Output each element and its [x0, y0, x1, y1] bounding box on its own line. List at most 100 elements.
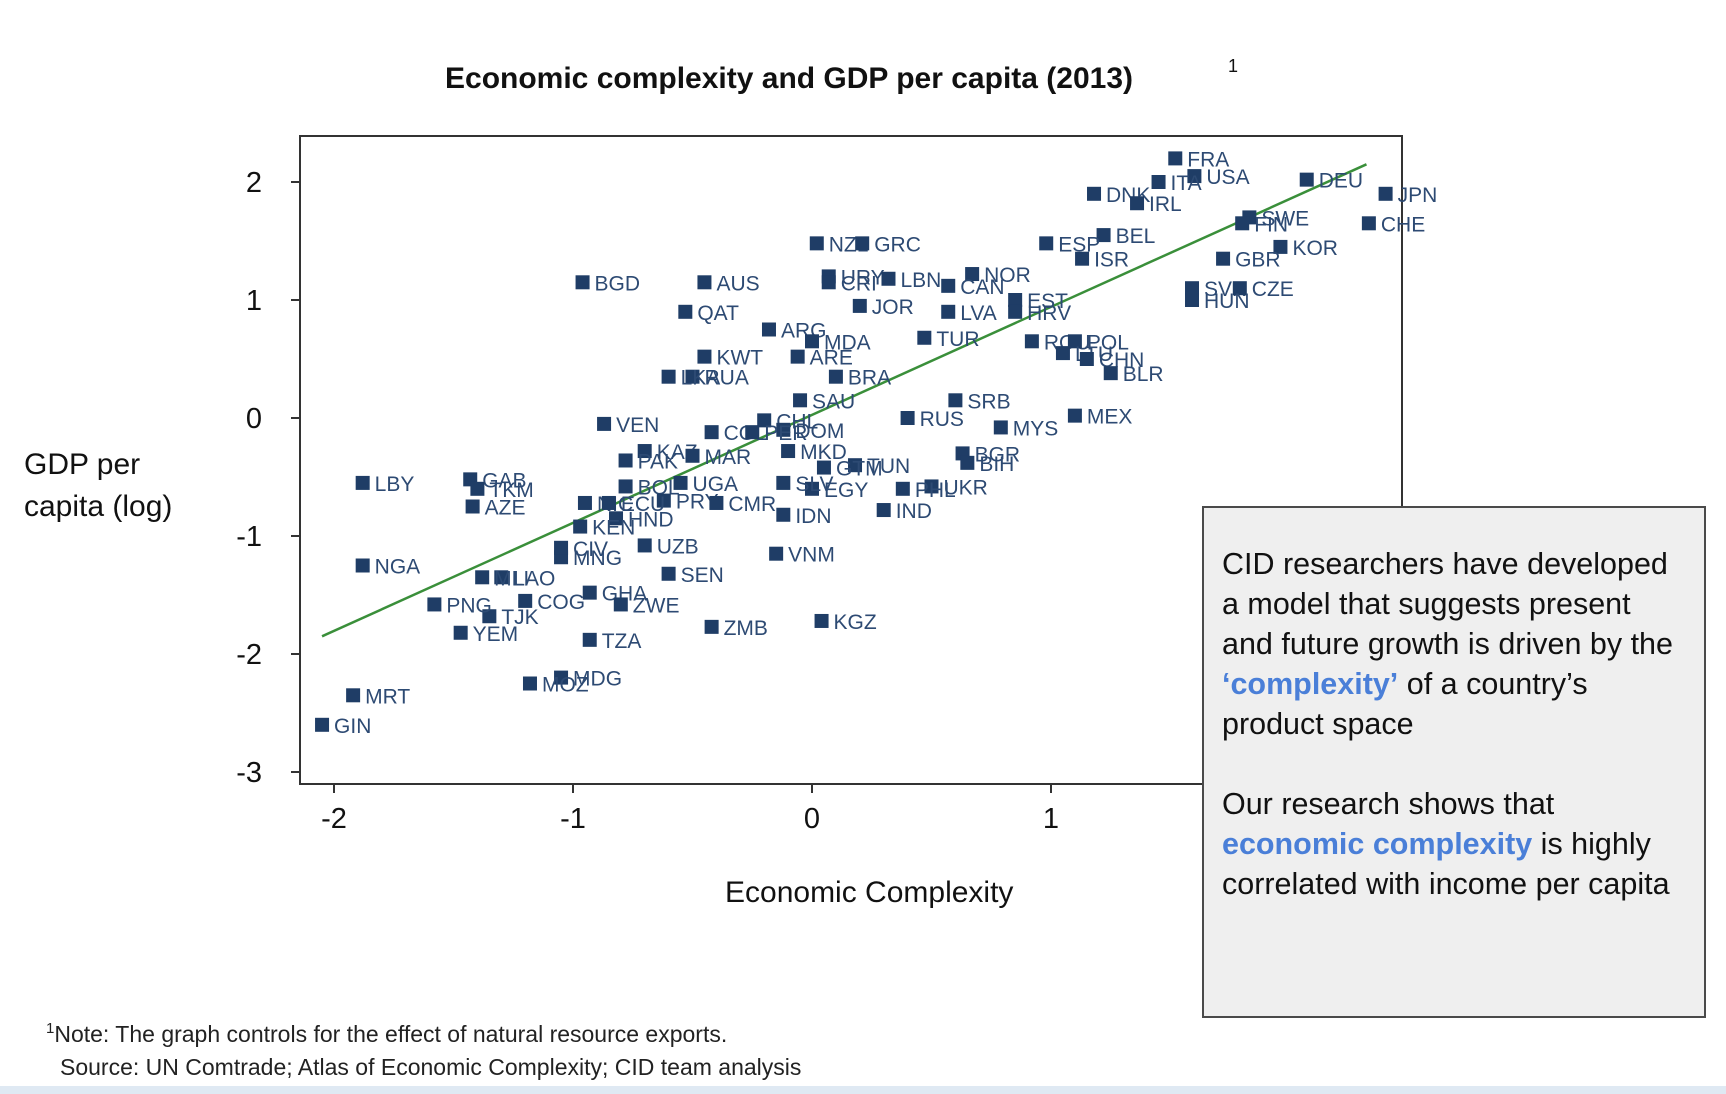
- data-point-isr: ISR: [1075, 249, 1129, 272]
- point-label: EST: [1027, 290, 1068, 313]
- point-label: VEN: [616, 414, 659, 437]
- point-label: GBR: [1235, 249, 1281, 272]
- data-point-hun: HUN: [1185, 290, 1250, 313]
- point-marker: [575, 275, 590, 290]
- footnote-marker: 1: [46, 1020, 55, 1037]
- data-point-can: CAN: [941, 276, 1005, 299]
- data-point-grc: GRC: [855, 233, 921, 256]
- point-marker: [917, 330, 932, 345]
- callout-text: is highly correlated with income per cap…: [1222, 827, 1670, 901]
- point-label: JPN: [1398, 184, 1438, 207]
- data-point-egy: EGY: [805, 479, 868, 502]
- point-label: KOR: [1292, 237, 1338, 260]
- point-marker: [1055, 346, 1070, 361]
- data-point-per: PER: [745, 422, 807, 445]
- data-point-dom: DOM: [776, 420, 844, 443]
- point-marker: [900, 411, 915, 425]
- point-marker: [1185, 293, 1200, 307]
- point-label: TJK: [501, 606, 538, 629]
- data-point-mex: MEX: [1067, 406, 1132, 429]
- data-point-pak: PAK: [618, 450, 678, 473]
- point-label: ESP: [1058, 233, 1100, 256]
- point-marker: [855, 236, 870, 251]
- point-label: LBN: [900, 269, 941, 292]
- point-label: ITA: [1171, 172, 1202, 195]
- data-point-est: EST: [1008, 290, 1068, 313]
- point-marker: [637, 444, 652, 459]
- point-label: MLI: [494, 567, 529, 590]
- y-tick-label: -3: [236, 757, 262, 789]
- point-marker: [941, 304, 956, 319]
- x-tick-label: 0: [804, 803, 820, 835]
- point-marker: [809, 236, 824, 251]
- data-point-png: PNG: [427, 594, 492, 617]
- point-label: USA: [1206, 166, 1249, 189]
- point-marker: [761, 322, 776, 337]
- point-marker: [1103, 366, 1118, 381]
- data-point-ven: VEN: [597, 414, 659, 437]
- point-marker: [776, 422, 791, 437]
- point-label: BEL: [1116, 225, 1156, 248]
- data-point-kwt: KWT: [697, 347, 763, 370]
- data-points: FRAUSAITADNKIRLDEUJPNCHESWEFINKORGBRBELE…: [315, 148, 1438, 738]
- point-marker: [821, 275, 836, 290]
- point-label: MDG: [573, 668, 622, 691]
- y-tick-label: -1: [236, 521, 262, 553]
- data-point-mli: MLI: [475, 567, 529, 590]
- point-label: UKR: [944, 476, 988, 499]
- data-point-ita: ITA: [1151, 172, 1202, 195]
- point-label: ZWE: [633, 594, 680, 617]
- trend-line-group: [321, 163, 1367, 638]
- data-point-uga: UGA: [673, 473, 738, 496]
- data-point-zwe: ZWE: [613, 594, 680, 617]
- point-marker: [346, 688, 361, 703]
- point-marker: [1067, 334, 1082, 349]
- y-axis-label-line-1: GDP per: [24, 448, 140, 481]
- point-marker: [577, 495, 592, 510]
- data-point-qat: QAT: [678, 302, 739, 325]
- point-label: MDA: [824, 331, 871, 354]
- point-label: LKA: [681, 367, 721, 390]
- point-label: CMR: [728, 493, 776, 516]
- data-point-blr: BLR: [1103, 363, 1164, 386]
- point-label: SWE: [1261, 207, 1309, 230]
- x-tick-label: 1: [1043, 803, 1059, 835]
- point-marker: [475, 570, 490, 585]
- point-label: MOZ: [542, 674, 589, 697]
- point-label: VNM: [788, 544, 835, 567]
- point-marker: [661, 369, 676, 384]
- point-marker: [465, 499, 480, 514]
- point-marker: [697, 275, 712, 290]
- point-marker: [315, 717, 330, 732]
- data-point-bel: BEL: [1096, 225, 1156, 248]
- data-point-moz: MOZ: [522, 674, 589, 697]
- point-label: PAK: [638, 450, 678, 473]
- data-point-lao: LAO: [494, 567, 555, 590]
- point-marker: [757, 413, 772, 428]
- data-point-zmb: ZMB: [704, 617, 768, 640]
- data-point-civ: CIV: [554, 538, 608, 561]
- point-marker: [618, 453, 633, 468]
- point-marker: [554, 670, 569, 685]
- point-marker: [1168, 151, 1183, 166]
- y-axis: 2 1 0 -1 -2 -3: [236, 167, 300, 789]
- point-marker: [494, 570, 509, 585]
- data-point-srb: SRB: [948, 390, 1011, 413]
- point-label: ARG: [781, 320, 827, 343]
- callout-paragraph-2: Our research shows that economic complex…: [1222, 784, 1682, 904]
- y-tick-label: 2: [246, 167, 262, 199]
- point-label: AZE: [485, 497, 526, 520]
- point-marker: [793, 393, 808, 408]
- point-marker: [1039, 236, 1054, 251]
- callout-box: CID researchers have developed a model t…: [1202, 506, 1706, 1018]
- point-label: FIN: [1254, 213, 1288, 236]
- point-marker: [613, 597, 628, 612]
- data-point-lby: LBY: [355, 473, 414, 496]
- data-point-bra: BRA: [828, 367, 891, 390]
- point-label: KGZ: [834, 611, 877, 634]
- trend-line: [321, 163, 1367, 638]
- data-point-rua: RUA: [685, 367, 749, 390]
- bottom-border-strip: [0, 1086, 1726, 1094]
- point-marker: [805, 334, 819, 349]
- title-footnote-marker: 1: [1228, 56, 1238, 76]
